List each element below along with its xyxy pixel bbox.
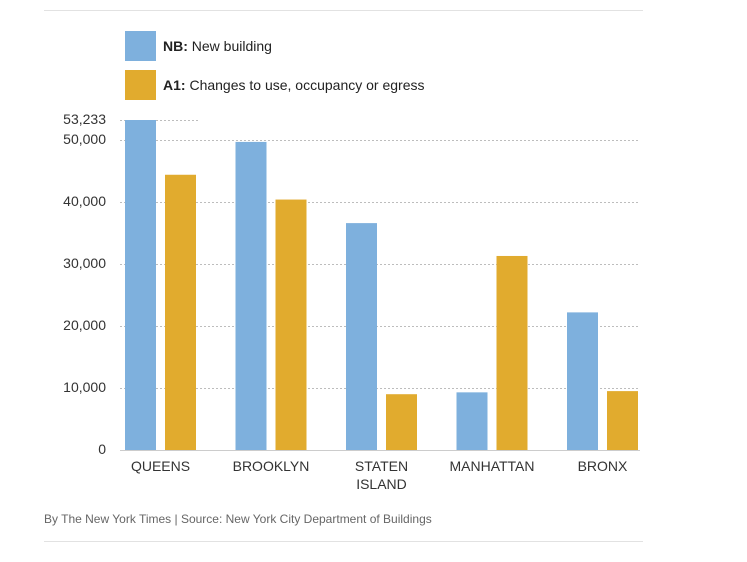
bar-nb	[346, 223, 377, 450]
y-tick-label: 10,000	[63, 379, 106, 395]
y-tick-label: 30,000	[63, 255, 106, 271]
source-credit: By The New York Times | Source: New York…	[44, 512, 432, 526]
bar-a1	[275, 199, 307, 450]
bar-a1	[165, 174, 196, 450]
y-tick-label: 40,000	[63, 193, 106, 209]
x-tick-label: BRONX	[578, 458, 628, 474]
legend-item-a1: A1: Changes to use, occupancy or egress	[125, 70, 605, 100]
legend-code-a1: A1:	[163, 77, 186, 93]
legend-item-nb: NB: New building	[125, 31, 605, 61]
legend-swatch-nb	[125, 31, 156, 61]
top-rule	[44, 10, 643, 11]
legend-label-nb: New building	[191, 38, 272, 54]
bar-nb	[125, 120, 156, 450]
bar-nb	[235, 141, 267, 450]
bar-nb	[567, 312, 598, 450]
y-tick-label: 20,000	[63, 317, 106, 333]
y-tick-label: 50,000	[63, 131, 106, 147]
legend-swatch-a1	[125, 70, 156, 100]
x-tick-label: QUEENS	[131, 458, 190, 474]
legend-label-a1: Changes to use, occupancy or egress	[189, 77, 425, 93]
x-tick-label: MANHATTAN	[449, 458, 534, 474]
bar-a1	[607, 391, 638, 450]
bar-a1	[496, 255, 528, 450]
bar-a1	[386, 394, 417, 450]
bottom-rule	[44, 541, 643, 542]
x-tick-label: STATEN ISLAND	[355, 458, 408, 492]
y-max-label: 53,233	[63, 111, 106, 127]
bar-nb	[456, 392, 488, 450]
y-tick-label: 0	[98, 441, 106, 457]
x-tick-label: BROOKLYN	[233, 458, 310, 474]
legend-code-nb: NB:	[163, 38, 188, 54]
